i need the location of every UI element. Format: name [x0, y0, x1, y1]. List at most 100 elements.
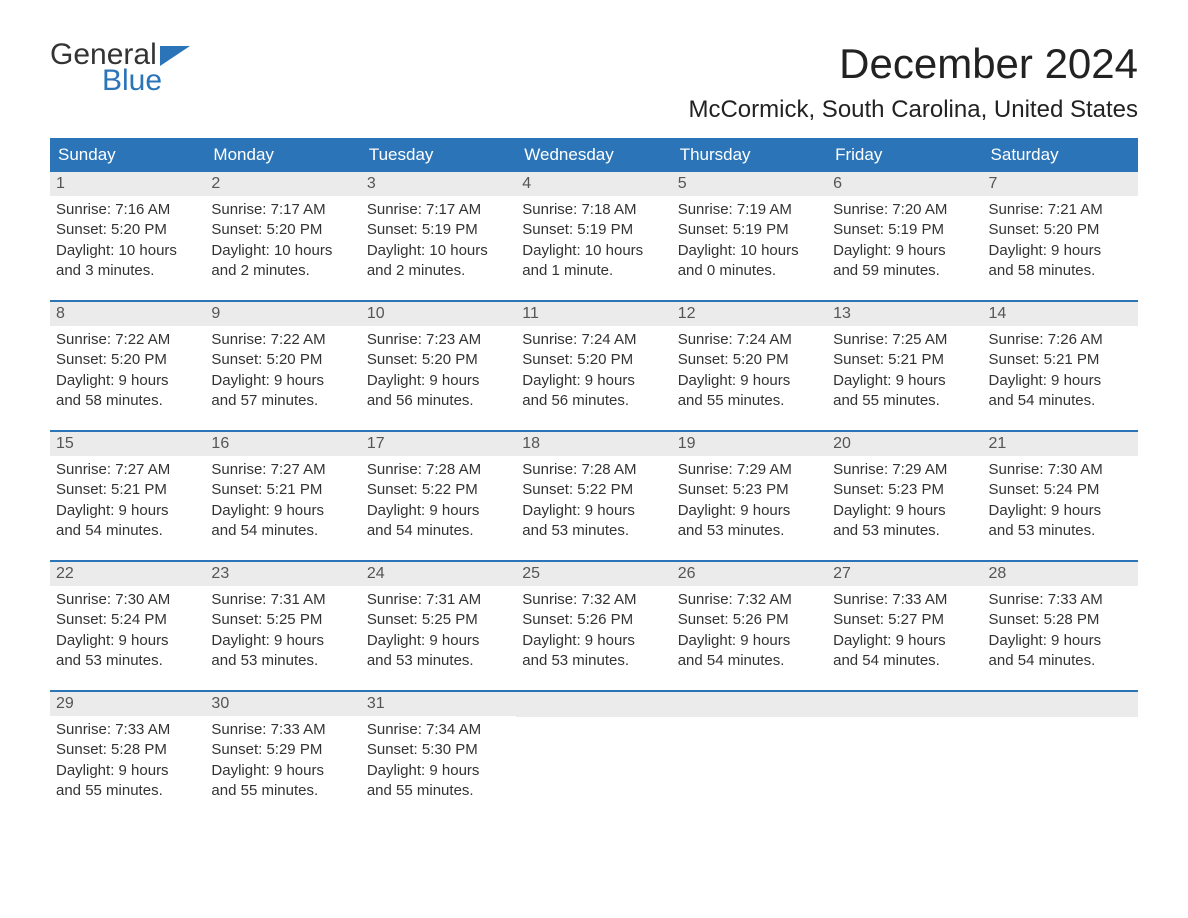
day-number: 1 — [50, 172, 205, 196]
day-dl2: and 54 minutes. — [678, 651, 821, 671]
day-cell: 13Sunrise: 7:25 AMSunset: 5:21 PMDayligh… — [827, 302, 982, 420]
day-sunset: Sunset: 5:19 PM — [367, 220, 510, 240]
day-number: 23 — [205, 562, 360, 586]
day-sunset: Sunset: 5:21 PM — [211, 480, 354, 500]
day-sunrise: Sunrise: 7:17 AM — [367, 200, 510, 220]
day-cell: 23Sunrise: 7:31 AMSunset: 5:25 PMDayligh… — [205, 562, 360, 680]
day-number: 4 — [516, 172, 671, 196]
day-dl2: and 57 minutes. — [211, 391, 354, 411]
day-sunset: Sunset: 5:20 PM — [56, 220, 199, 240]
day-sunset: Sunset: 5:20 PM — [211, 220, 354, 240]
day-dl1: Daylight: 10 hours — [56, 241, 199, 261]
day-dl1: Daylight: 10 hours — [522, 241, 665, 261]
calendar: SundayMondayTuesdayWednesdayThursdayFrid… — [50, 138, 1138, 810]
day-body: Sunrise: 7:17 AMSunset: 5:19 PMDaylight:… — [361, 196, 516, 283]
day-cell: 4Sunrise: 7:18 AMSunset: 5:19 PMDaylight… — [516, 172, 671, 290]
day-dl1: Daylight: 9 hours — [989, 371, 1132, 391]
day-dl1: Daylight: 9 hours — [833, 241, 976, 261]
day-number: 2 — [205, 172, 360, 196]
day-sunrise: Sunrise: 7:29 AM — [678, 460, 821, 480]
day-dl1: Daylight: 9 hours — [211, 501, 354, 521]
day-dl2: and 54 minutes. — [989, 391, 1132, 411]
day-sunset: Sunset: 5:19 PM — [678, 220, 821, 240]
day-sunset: Sunset: 5:24 PM — [56, 610, 199, 630]
day-cell: 1Sunrise: 7:16 AMSunset: 5:20 PMDaylight… — [50, 172, 205, 290]
day-number — [672, 692, 827, 717]
day-body: Sunrise: 7:20 AMSunset: 5:19 PMDaylight:… — [827, 196, 982, 283]
weekday-header: Sunday — [50, 138, 205, 172]
day-sunrise: Sunrise: 7:24 AM — [678, 330, 821, 350]
brand-word2: Blue — [102, 66, 190, 96]
day-cell: 14Sunrise: 7:26 AMSunset: 5:21 PMDayligh… — [983, 302, 1138, 420]
day-dl2: and 55 minutes. — [56, 781, 199, 801]
week-row: 1Sunrise: 7:16 AMSunset: 5:20 PMDaylight… — [50, 172, 1138, 290]
day-cell: 28Sunrise: 7:33 AMSunset: 5:28 PMDayligh… — [983, 562, 1138, 680]
day-dl1: Daylight: 9 hours — [678, 371, 821, 391]
day-body: Sunrise: 7:29 AMSunset: 5:23 PMDaylight:… — [827, 456, 982, 543]
day-body: Sunrise: 7:34 AMSunset: 5:30 PMDaylight:… — [361, 716, 516, 803]
day-sunset: Sunset: 5:27 PM — [833, 610, 976, 630]
day-sunrise: Sunrise: 7:24 AM — [522, 330, 665, 350]
day-cell: 20Sunrise: 7:29 AMSunset: 5:23 PMDayligh… — [827, 432, 982, 550]
day-sunset: Sunset: 5:29 PM — [211, 740, 354, 760]
day-body: Sunrise: 7:19 AMSunset: 5:19 PMDaylight:… — [672, 196, 827, 283]
day-cell: 26Sunrise: 7:32 AMSunset: 5:26 PMDayligh… — [672, 562, 827, 680]
day-number: 14 — [983, 302, 1138, 326]
day-cell: 12Sunrise: 7:24 AMSunset: 5:20 PMDayligh… — [672, 302, 827, 420]
day-dl1: Daylight: 9 hours — [211, 631, 354, 651]
day-dl1: Daylight: 9 hours — [211, 371, 354, 391]
day-cell — [983, 692, 1138, 810]
day-cell: 29Sunrise: 7:33 AMSunset: 5:28 PMDayligh… — [50, 692, 205, 810]
day-sunset: Sunset: 5:20 PM — [678, 350, 821, 370]
day-body — [516, 717, 671, 723]
day-sunset: Sunset: 5:26 PM — [522, 610, 665, 630]
day-number — [516, 692, 671, 717]
day-body: Sunrise: 7:33 AMSunset: 5:28 PMDaylight:… — [50, 716, 205, 803]
day-sunrise: Sunrise: 7:33 AM — [989, 590, 1132, 610]
day-number: 13 — [827, 302, 982, 326]
day-sunset: Sunset: 5:21 PM — [833, 350, 976, 370]
day-dl2: and 1 minute. — [522, 261, 665, 281]
day-sunrise: Sunrise: 7:23 AM — [367, 330, 510, 350]
day-sunset: Sunset: 5:25 PM — [367, 610, 510, 630]
day-number: 21 — [983, 432, 1138, 456]
weekday-header: Monday — [205, 138, 360, 172]
day-body: Sunrise: 7:22 AMSunset: 5:20 PMDaylight:… — [205, 326, 360, 413]
day-dl1: Daylight: 9 hours — [367, 501, 510, 521]
day-sunrise: Sunrise: 7:21 AM — [989, 200, 1132, 220]
day-body: Sunrise: 7:31 AMSunset: 5:25 PMDaylight:… — [205, 586, 360, 673]
day-number: 26 — [672, 562, 827, 586]
day-dl2: and 53 minutes. — [211, 651, 354, 671]
day-number — [983, 692, 1138, 717]
day-cell: 17Sunrise: 7:28 AMSunset: 5:22 PMDayligh… — [361, 432, 516, 550]
day-number: 15 — [50, 432, 205, 456]
day-cell: 30Sunrise: 7:33 AMSunset: 5:29 PMDayligh… — [205, 692, 360, 810]
day-number: 5 — [672, 172, 827, 196]
day-dl1: Daylight: 9 hours — [367, 631, 510, 651]
day-number: 6 — [827, 172, 982, 196]
brand-logo: General Blue — [50, 40, 190, 96]
day-dl1: Daylight: 9 hours — [522, 631, 665, 651]
day-dl1: Daylight: 9 hours — [56, 761, 199, 781]
day-dl2: and 56 minutes. — [367, 391, 510, 411]
day-sunrise: Sunrise: 7:28 AM — [522, 460, 665, 480]
day-sunrise: Sunrise: 7:32 AM — [678, 590, 821, 610]
day-sunset: Sunset: 5:22 PM — [522, 480, 665, 500]
day-body: Sunrise: 7:33 AMSunset: 5:27 PMDaylight:… — [827, 586, 982, 673]
day-body: Sunrise: 7:21 AMSunset: 5:20 PMDaylight:… — [983, 196, 1138, 283]
day-body: Sunrise: 7:17 AMSunset: 5:20 PMDaylight:… — [205, 196, 360, 283]
day-body: Sunrise: 7:33 AMSunset: 5:28 PMDaylight:… — [983, 586, 1138, 673]
day-dl1: Daylight: 9 hours — [989, 241, 1132, 261]
day-number: 10 — [361, 302, 516, 326]
day-sunset: Sunset: 5:19 PM — [833, 220, 976, 240]
day-sunrise: Sunrise: 7:34 AM — [367, 720, 510, 740]
day-dl1: Daylight: 10 hours — [367, 241, 510, 261]
day-number: 19 — [672, 432, 827, 456]
day-number: 28 — [983, 562, 1138, 586]
day-dl1: Daylight: 9 hours — [678, 631, 821, 651]
day-body: Sunrise: 7:30 AMSunset: 5:24 PMDaylight:… — [983, 456, 1138, 543]
day-cell: 31Sunrise: 7:34 AMSunset: 5:30 PMDayligh… — [361, 692, 516, 810]
day-sunrise: Sunrise: 7:22 AM — [56, 330, 199, 350]
day-sunrise: Sunrise: 7:17 AM — [211, 200, 354, 220]
day-sunrise: Sunrise: 7:30 AM — [56, 590, 199, 610]
